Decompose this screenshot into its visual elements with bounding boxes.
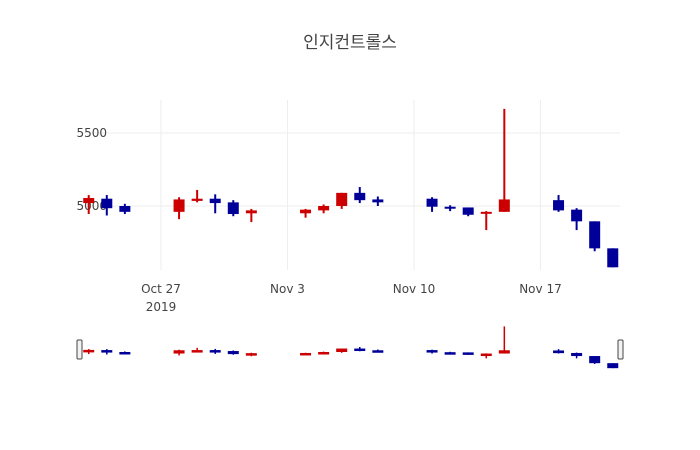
candle[interactable] <box>607 248 619 268</box>
mini-candle <box>354 346 366 352</box>
range-slider-candles <box>83 326 619 369</box>
candle[interactable] <box>119 203 131 215</box>
x-tick-label: Nov 3 <box>270 282 305 296</box>
x-tick-label: Oct 27 <box>141 282 181 296</box>
candle-body <box>462 207 474 215</box>
candle-body <box>372 199 384 203</box>
candle[interactable] <box>191 189 203 203</box>
candle-body <box>426 198 438 207</box>
mini-candle <box>607 363 619 369</box>
x-tick-year-label: 2019 <box>146 300 177 314</box>
candle[interactable] <box>498 108 510 212</box>
candle[interactable] <box>372 196 384 206</box>
candle-body <box>318 206 330 211</box>
mini-candle <box>571 352 583 359</box>
candle[interactable] <box>245 208 257 223</box>
candle[interactable] <box>173 197 185 220</box>
candle-body <box>553 200 565 211</box>
candle-body <box>589 221 601 249</box>
candle-body <box>607 248 619 268</box>
candle[interactable] <box>318 204 330 214</box>
range-slider-right-handle[interactable] <box>617 339 624 360</box>
candle-body <box>300 209 312 214</box>
candle[interactable] <box>444 205 456 212</box>
x-axis-ticks: Oct 27 2019 Nov 3 Nov 10 Nov 17 <box>141 282 562 314</box>
candle[interactable] <box>426 197 438 212</box>
candle[interactable] <box>462 207 474 217</box>
candle[interactable] <box>589 221 601 252</box>
candle-body <box>119 206 131 212</box>
candle-body <box>227 202 239 215</box>
x-tick-label: Nov 10 <box>393 282 436 296</box>
mini-candle <box>191 347 203 353</box>
mini-candle <box>245 352 257 357</box>
mini-candle <box>336 348 348 353</box>
mini-candle <box>101 349 113 355</box>
candle[interactable] <box>553 195 565 212</box>
mini-candle <box>372 349 384 353</box>
candle-body <box>245 210 257 214</box>
candle-body <box>354 192 366 201</box>
candle-body <box>336 192 348 206</box>
mini-candle <box>426 349 438 354</box>
candle-body <box>83 197 95 204</box>
chart-title: 인지컨트롤스 <box>303 33 397 53</box>
x-tick-label: Nov 17 <box>519 282 562 296</box>
mini-candle <box>300 352 312 356</box>
candles[interactable] <box>83 108 619 268</box>
grid-lines <box>80 100 620 270</box>
mini-candle <box>462 352 474 355</box>
candle-body <box>101 198 113 209</box>
candle-body <box>191 198 203 201</box>
candle-body <box>571 209 583 222</box>
candle-body <box>173 199 185 212</box>
mini-candle <box>173 349 185 356</box>
range-slider[interactable] <box>76 326 624 369</box>
candle[interactable] <box>354 187 366 204</box>
mini-candle <box>553 349 565 354</box>
candle-body <box>480 211 492 214</box>
candle[interactable] <box>480 211 492 231</box>
mini-candle <box>480 353 492 359</box>
mini-candle <box>119 351 131 355</box>
mini-candle <box>498 326 510 354</box>
candle[interactable] <box>227 200 239 217</box>
candle[interactable] <box>336 192 348 209</box>
candle[interactable] <box>300 208 312 218</box>
candle[interactable] <box>571 208 583 231</box>
y-tick-label: 5500 <box>76 126 107 140</box>
candle-body <box>444 206 456 209</box>
candle-body <box>209 198 221 204</box>
mini-candle <box>444 351 456 355</box>
candle-body <box>498 199 510 212</box>
mini-candle <box>227 350 239 355</box>
mini-candle <box>318 351 330 355</box>
mini-candle <box>83 349 95 355</box>
range-slider-left-handle[interactable] <box>76 339 83 360</box>
candle[interactable] <box>101 195 113 216</box>
candle[interactable] <box>209 194 221 214</box>
mini-candle <box>589 356 601 364</box>
mini-candle <box>209 348 221 354</box>
candle[interactable] <box>83 195 95 215</box>
